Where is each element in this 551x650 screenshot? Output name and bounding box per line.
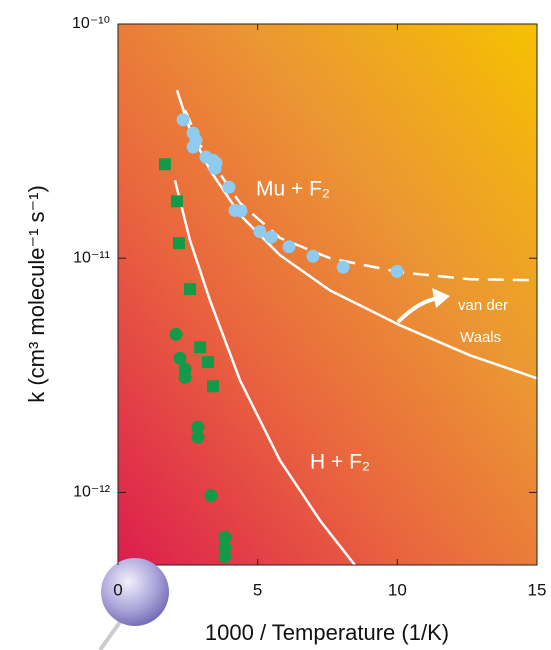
- arrow-head: [432, 288, 450, 308]
- point: [282, 240, 296, 254]
- curve: [173, 180, 357, 565]
- y-tick-label: 10⁻¹²: [73, 484, 111, 501]
- annotation: van der: [458, 297, 508, 314]
- point: [218, 530, 232, 544]
- point: [253, 225, 267, 239]
- decoration: [101, 558, 169, 626]
- point: [234, 204, 248, 218]
- plot-frame: [117, 23, 538, 566]
- y-tick-label: 10⁻¹¹: [73, 249, 110, 266]
- annotation: H + F₂: [310, 451, 370, 474]
- x-tick-label: 5: [253, 580, 262, 599]
- point: [178, 370, 192, 384]
- x-tick-label: 0: [113, 580, 122, 599]
- point: [264, 230, 278, 244]
- point: [184, 283, 197, 296]
- point: [222, 180, 236, 194]
- point: [201, 356, 214, 369]
- x-tick-label: 10: [388, 580, 407, 599]
- annotation: Waals: [460, 329, 501, 346]
- annotation: Mu + F₂: [256, 178, 330, 201]
- point: [172, 237, 185, 250]
- point: [186, 140, 200, 154]
- point: [218, 540, 232, 554]
- point: [176, 113, 190, 127]
- point: [191, 420, 205, 434]
- point: [170, 195, 183, 208]
- point: [206, 380, 219, 393]
- point: [194, 341, 207, 354]
- point: [169, 327, 183, 341]
- curve: [183, 109, 537, 282]
- point: [390, 264, 404, 278]
- x-axis-label: 1000 / Temperature (1/K): [205, 620, 449, 645]
- y-axis-label: k (cm³ molecule⁻¹ s⁻¹): [24, 185, 49, 403]
- point: [208, 161, 222, 175]
- point: [204, 489, 218, 503]
- y-tick-label: 10⁻¹⁰: [72, 15, 110, 32]
- x-tick-label: 15: [528, 580, 547, 599]
- point: [218, 550, 232, 564]
- point: [158, 158, 171, 171]
- point: [173, 351, 187, 365]
- point: [191, 430, 205, 444]
- point: [336, 260, 350, 274]
- point: [306, 249, 320, 263]
- plot-area: [158, 89, 537, 565]
